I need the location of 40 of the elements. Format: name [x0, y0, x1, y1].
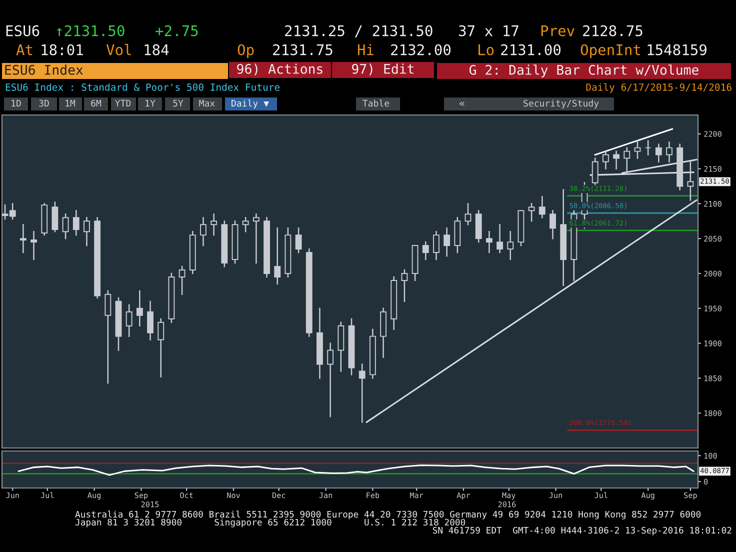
text: Vol [106, 44, 131, 56]
text: 1M [66, 100, 76, 107]
text: SN 461759 EDT GMT-4:00 H444-3106-2 13-Sep-2016 18:01:02 [432, 526, 732, 536]
text: Op [238, 44, 254, 58]
text: Lo [478, 44, 494, 56]
text: « [459, 102, 464, 106]
text: 6M [91, 100, 102, 107]
text: YTD [115, 100, 131, 107]
text: At [16, 44, 32, 56]
text: 2131.00 [501, 44, 561, 56]
text: Prev [541, 25, 574, 36]
text: ESU6 [6, 25, 40, 36]
text: 1Y [146, 100, 156, 107]
text: 96) Actions [237, 64, 322, 76]
text: 2132.00 [391, 44, 451, 56]
text: 1548159 [648, 44, 706, 56]
text: Hi [358, 44, 374, 56]
text: 2131.25 / 2131.50 [285, 25, 432, 38]
text: 2128.75 [583, 25, 642, 36]
text: 37 x 17 [458, 25, 518, 36]
text: Australia 61 2 9777 8600 Brazil 5511 2395 9000 Europe 44 20 7330 7500 Germany 49 69 9204 1210 Hong Kong 852 2977 6000 [75, 510, 701, 520]
text: 184 [144, 44, 169, 56]
text: 18:01 [42, 44, 83, 56]
text: G 2: Daily Bar Chart w/Volume [469, 64, 698, 78]
text: Daily ▼ [232, 100, 269, 108]
text: Security/Study [524, 100, 599, 108]
text: Japan 81 3 3201 8900 Singapore 65 6212 1000 U.S. 1 212 318 2000 [75, 518, 466, 528]
text: 1D [12, 100, 21, 107]
text: 3D [39, 100, 49, 107]
text: Table [362, 100, 390, 107]
text: 5Y [173, 100, 184, 107]
text: 2131.75 [273, 44, 332, 56]
text: Max [199, 100, 215, 107]
text: 97) Edit [352, 64, 414, 76]
chart-subtitle: Daily 6/17/2015-9/14/2016 [586, 83, 732, 93]
text: +2.75 [156, 25, 198, 36]
text: ESU6 Index [5, 64, 83, 75]
chart-title: ESU6 Index : Standard & Poor's 500 Index Future [6, 83, 280, 91]
text: ↑2131.50 [57, 25, 124, 36]
text: OpenInt [580, 44, 640, 58]
